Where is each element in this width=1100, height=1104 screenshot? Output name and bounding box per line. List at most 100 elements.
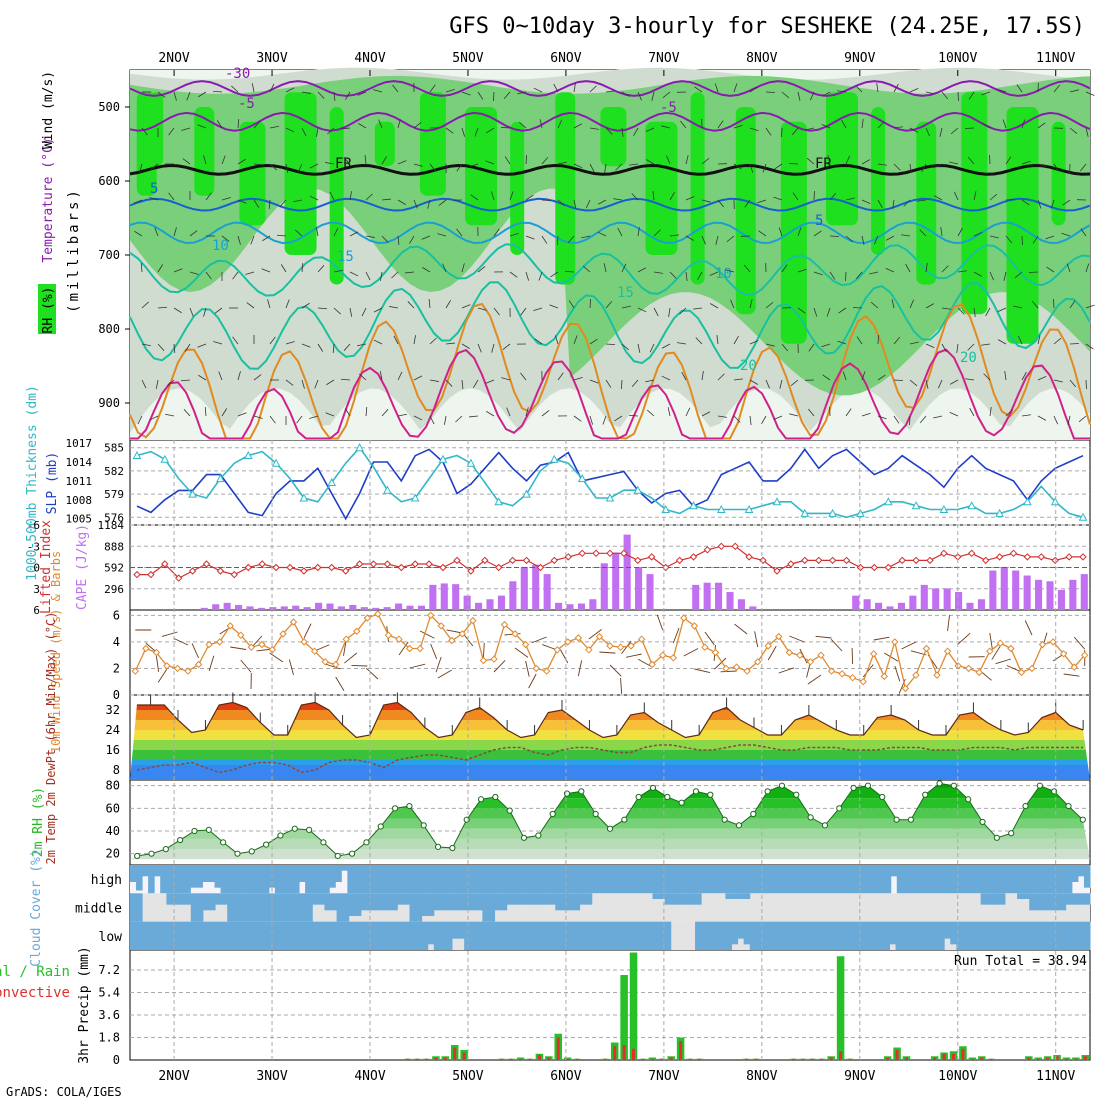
li-marker xyxy=(190,568,196,574)
cloud-cell xyxy=(707,922,714,950)
wind10m-barb xyxy=(721,671,737,672)
rh2m-marker xyxy=(392,806,397,811)
cloud-cell xyxy=(191,922,198,950)
cloud-cell xyxy=(768,922,775,950)
rh2m-marker xyxy=(1037,783,1042,788)
li-marker xyxy=(941,550,947,556)
wind10m-marker xyxy=(143,646,149,652)
wind10m-barb xyxy=(863,665,873,677)
cloud-cell xyxy=(416,922,423,950)
cloud-cell xyxy=(185,922,192,950)
cloud-cell xyxy=(950,922,957,945)
wind10m-barb xyxy=(1025,620,1032,635)
x-label-top: 11NOV xyxy=(1036,51,1075,66)
cloud-cell xyxy=(476,922,483,950)
run-total-label: Run Total = 38.94 xyxy=(954,954,1087,969)
thickness-tick-label: 579 xyxy=(104,488,124,501)
cloud-cell xyxy=(173,922,180,950)
cloud-cell xyxy=(1017,922,1024,950)
wind10m-barb xyxy=(1064,674,1080,676)
precip-conv-bar xyxy=(463,1053,466,1061)
contour-label: 15 xyxy=(617,285,634,301)
wind10m-barb xyxy=(789,636,804,642)
cloud-cell xyxy=(1078,922,1085,950)
wind10m-barb xyxy=(192,643,199,658)
cape-bar xyxy=(921,585,928,610)
cloud-cell xyxy=(446,922,453,950)
cloud-cell xyxy=(725,922,732,950)
cloud-cell xyxy=(263,865,270,893)
cloud-cell xyxy=(583,865,590,893)
cloud-cell xyxy=(522,865,529,893)
wind10m-marker xyxy=(966,665,972,671)
cloud-cell xyxy=(945,865,952,893)
precip-conv-bar xyxy=(679,1041,682,1060)
precip-conv-bar xyxy=(952,1054,955,1060)
cloud-cell xyxy=(804,922,811,950)
cloud-cell xyxy=(355,922,362,950)
li-marker xyxy=(287,565,293,571)
cloud-cell xyxy=(999,865,1006,893)
cloud-cell xyxy=(710,865,717,893)
wind10m-barb xyxy=(304,624,311,638)
temp-tick-label: 16 xyxy=(106,743,120,757)
cloud-cell xyxy=(993,893,1006,904)
li-marker xyxy=(343,568,349,574)
cloud-cell xyxy=(203,922,210,950)
cloud-cell xyxy=(981,922,988,950)
cloud-cell xyxy=(136,922,143,950)
precip-conv-bar xyxy=(651,1059,654,1060)
cape-bar xyxy=(886,606,893,610)
wind10m-barb xyxy=(626,654,642,657)
rh-tick-label: 80 xyxy=(106,779,120,793)
rh-color-band xyxy=(130,839,1090,849)
cape-bar xyxy=(875,603,882,610)
precip-tick-label: 3.6 xyxy=(98,1008,120,1022)
rh2m-marker xyxy=(665,794,670,799)
cape-bar xyxy=(966,603,973,610)
cloud-cell xyxy=(239,893,252,921)
cape-bar xyxy=(281,606,288,610)
cape-bar xyxy=(532,565,539,610)
cloud-cell xyxy=(920,922,927,950)
cloud-cell xyxy=(701,922,708,950)
cloud-cell xyxy=(543,893,556,904)
cloud-cell xyxy=(390,865,397,893)
rh2m-marker xyxy=(808,815,813,820)
li-marker xyxy=(426,561,432,567)
wind10m-barb xyxy=(694,669,710,673)
contour-label: -5 xyxy=(238,96,255,112)
cloud-cell xyxy=(179,893,192,904)
cloud-cell xyxy=(510,865,517,893)
cloud-cell xyxy=(516,865,523,893)
cloud-cell xyxy=(270,922,277,950)
cloud-cell xyxy=(166,893,179,904)
precip-conv-bar xyxy=(943,1054,946,1060)
cloud-cell xyxy=(625,865,632,893)
cloud-cell xyxy=(507,893,520,904)
temp-axis-label: 2m Temp 2m DewPt (6hr Min/Max) (°C) xyxy=(44,612,58,865)
cloud-cell xyxy=(794,865,801,893)
cloud-cell xyxy=(208,865,215,882)
cloud-cell xyxy=(166,865,173,893)
cloud-cell xyxy=(541,865,548,893)
li-marker xyxy=(871,565,877,571)
wind10m-barb xyxy=(209,656,214,671)
precip-conv-bar xyxy=(660,1059,663,1060)
cloud-cell xyxy=(927,865,934,893)
cloud-cell xyxy=(498,865,505,893)
thickness-marker xyxy=(384,487,391,494)
cloud-cell xyxy=(1005,865,1012,893)
wind10m-marker xyxy=(702,644,708,650)
rh2m-marker xyxy=(923,792,928,797)
rh2m-marker xyxy=(822,823,827,828)
temp-tick-label: 8 xyxy=(113,763,120,777)
temp-color-band xyxy=(130,740,1090,750)
cape-bar xyxy=(418,606,425,610)
cloud-cell xyxy=(179,922,186,950)
cloud-cell xyxy=(299,865,306,882)
rh2m-marker xyxy=(550,811,555,816)
rh2m-marker xyxy=(464,817,469,822)
cloud-cell xyxy=(842,865,849,893)
cloud-cell xyxy=(293,865,300,893)
